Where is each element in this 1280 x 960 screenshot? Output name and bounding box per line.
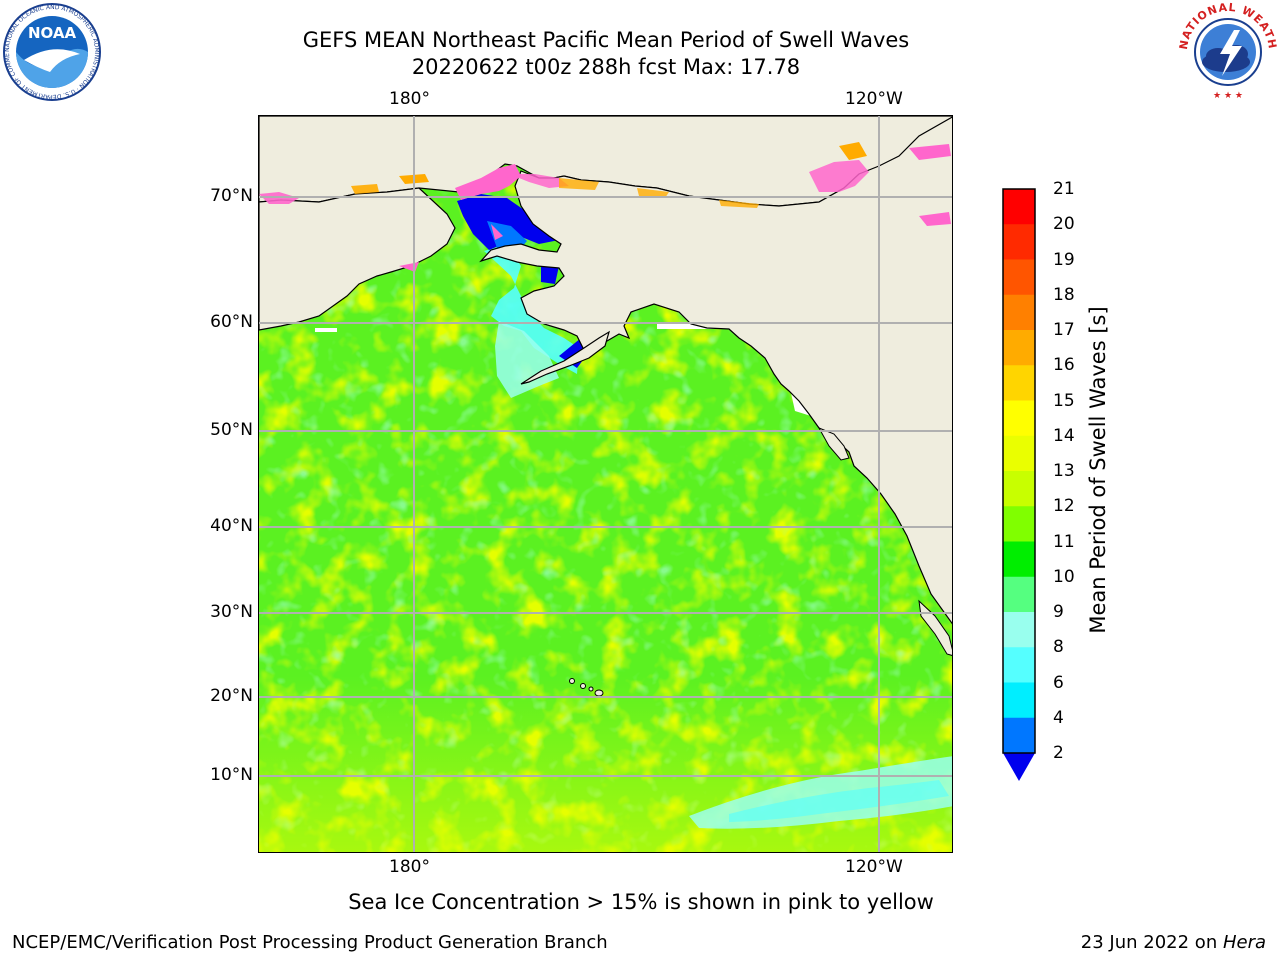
colorbar-swatch — [1003, 576, 1035, 613]
lat-label-70n: 70°N — [210, 186, 253, 206]
sea-ice-note: Sea Ice Concentration > 15% is shown in … — [348, 890, 934, 914]
lon-label-bottom-180: 180° — [389, 857, 430, 877]
lat-label-30n: 30°N — [210, 602, 253, 622]
lat-label-20n: 20°N — [210, 686, 253, 706]
colorbar-tick-label: 21 — [1053, 179, 1075, 199]
gridlines — [259, 116, 952, 852]
footer-host: Hera — [1222, 932, 1266, 953]
colorbar-tick-label: 11 — [1053, 531, 1075, 552]
colorbar-tick-label: 16 — [1053, 355, 1075, 376]
colorbar-tick-label: 15 — [1053, 390, 1075, 411]
svg-text:NOAA: NOAA — [28, 24, 77, 42]
colorbar-tick-label: 8 — [1053, 637, 1064, 658]
colorbar-swatch — [1003, 224, 1035, 260]
svg-text:★ ★ ★: ★ ★ ★ — [1213, 91, 1243, 101]
lat-label-10n: 10°N — [210, 765, 253, 785]
colorbar-tick-label: 6 — [1053, 672, 1064, 693]
swell-period-map — [259, 116, 952, 852]
colorbar-tick-label: 10 — [1053, 566, 1075, 587]
lat-label-60n: 60°N — [210, 312, 253, 332]
lon-label-bottom-120w: 120°W — [845, 857, 903, 877]
colorbar-swatch — [1003, 294, 1035, 331]
nws-logo-icon: NATIONAL WEATHER SERVICE ★ ★ ★ — [1176, 0, 1278, 102]
colorbar — [1002, 188, 1036, 781]
colorbar-swatch — [1003, 259, 1035, 296]
colorbar-swatch — [1003, 717, 1035, 754]
colorbar-tick-label: 9 — [1053, 602, 1064, 622]
colorbar-tick-label: 2 — [1053, 743, 1064, 763]
lat-label-40n: 40°N — [210, 516, 253, 536]
colorbar-swatch — [1003, 471, 1035, 507]
colorbar-tick-label: 18 — [1053, 284, 1075, 305]
colorbar-tick-label: 4 — [1053, 707, 1064, 728]
colorbar-swatch — [1003, 682, 1035, 719]
noaa-logo-icon: NOAA NATIONAL OCEANIC AND ATMOSPHERIC AD… — [2, 2, 101, 101]
colorbar-swatch — [1003, 435, 1035, 472]
sea-ice-fringe — [259, 142, 951, 272]
colorbar-tick-label: 12 — [1053, 496, 1075, 517]
chukchi-ice-edge — [457, 194, 559, 250]
colorbar-swatch — [1003, 365, 1035, 401]
lat-label-50n: 50°N — [210, 420, 253, 440]
colorbar-tick-label: 13 — [1053, 461, 1075, 481]
colorbar-swatch — [1003, 330, 1035, 366]
colorbar-swatches — [1003, 189, 1035, 754]
colorbar-swatch — [1003, 400, 1035, 437]
colorbar-extend-triangle — [1003, 753, 1035, 781]
lon-label-top-180: 180° — [389, 89, 430, 109]
lon-label-top-120w: 120°W — [845, 89, 903, 109]
colorbar-tick-label: 20 — [1053, 214, 1075, 235]
colorbar-tick-label: 17 — [1053, 320, 1075, 340]
footer-date: 23 Jun 2022 on Hera — [1081, 932, 1266, 953]
bering-low-period — [484, 244, 579, 374]
colorbar-label: Mean Period of Swell Waves [s] — [1086, 306, 1110, 634]
colorbar-tick-label: 14 — [1053, 425, 1075, 446]
map-panel — [258, 115, 953, 853]
colorbar-swatch — [1003, 541, 1035, 578]
colorbar-swatch — [1003, 612, 1035, 648]
footer-credit: NCEP/EMC/Verification Post Processing Pr… — [12, 932, 608, 953]
colorbar-swatch — [1003, 189, 1035, 225]
chart-title: GEFS MEAN Northeast Pacific Mean Period … — [302, 28, 910, 52]
chart-subtitle: 20220622 t00z 288h fcst Max: 17.78 — [411, 55, 801, 79]
colorbar-swatch — [1003, 647, 1035, 683]
colorbar-swatch — [1003, 506, 1035, 542]
colorbar-tick-label: 19 — [1053, 249, 1075, 270]
footer-date-text: 23 Jun 2022 on — [1080, 932, 1223, 953]
